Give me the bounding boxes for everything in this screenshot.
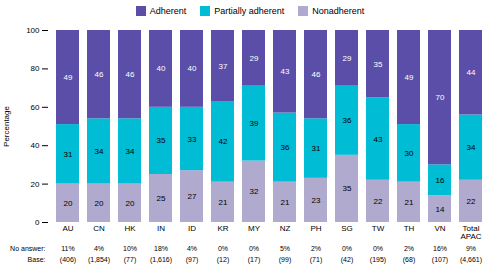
svg-text:PH: PH — [310, 224, 321, 233]
svg-text:(4,661): (4,661) — [460, 256, 482, 264]
svg-text:KR: KR — [217, 224, 228, 233]
svg-text:(406): (406) — [60, 256, 76, 264]
svg-text:20: 20 — [95, 199, 104, 208]
svg-text:No answer:: No answer: — [10, 245, 45, 252]
svg-text:35: 35 — [374, 60, 383, 69]
svg-text:4%: 4% — [187, 245, 197, 252]
svg-text:22: 22 — [374, 197, 383, 206]
svg-text:0%: 0% — [342, 245, 352, 252]
svg-text:29: 29 — [250, 54, 259, 63]
svg-text:31: 31 — [64, 150, 73, 159]
svg-text:(68): (68) — [403, 256, 415, 264]
svg-text:70: 70 — [436, 93, 445, 102]
svg-text:CN: CN — [93, 224, 105, 233]
svg-text:36: 36 — [343, 116, 352, 125]
svg-text:80: 80 — [31, 64, 40, 73]
html-text:Partially adherent: Partially adherent — [214, 6, 285, 16]
svg-text:36: 36 — [281, 143, 290, 152]
svg-text:35: 35 — [157, 136, 166, 145]
svg-text:60: 60 — [31, 103, 40, 112]
svg-text:16%: 16% — [433, 245, 447, 252]
svg-text:AU: AU — [62, 224, 73, 233]
svg-text:20: 20 — [31, 180, 40, 189]
svg-text:MY: MY — [248, 224, 261, 233]
svg-text:0%: 0% — [218, 245, 228, 252]
svg-text:22: 22 — [467, 197, 476, 206]
svg-text:34: 34 — [95, 147, 104, 156]
svg-text:(97): (97) — [186, 256, 198, 264]
svg-text:21: 21 — [405, 198, 414, 207]
svg-text:29: 29 — [343, 54, 352, 63]
svg-text:46: 46 — [95, 70, 104, 79]
svg-text:SG: SG — [341, 224, 353, 233]
svg-text:(99): (99) — [279, 256, 291, 264]
svg-text:2%: 2% — [311, 245, 321, 252]
svg-text:43: 43 — [281, 67, 290, 76]
svg-text:(71): (71) — [310, 256, 322, 264]
svg-text:30: 30 — [405, 149, 414, 158]
svg-text:27: 27 — [188, 192, 197, 201]
svg-text:25: 25 — [157, 194, 166, 203]
svg-text:39: 39 — [250, 119, 259, 128]
svg-text:31: 31 — [312, 144, 321, 153]
svg-text:32: 32 — [250, 187, 259, 196]
svg-text:34: 34 — [126, 147, 135, 156]
svg-text:IN: IN — [157, 224, 165, 233]
svg-text:40: 40 — [188, 64, 197, 73]
svg-text:2%: 2% — [404, 245, 414, 252]
svg-text:40: 40 — [31, 141, 40, 150]
svg-text:(107): (107) — [432, 256, 448, 264]
svg-text:(1,616): (1,616) — [150, 256, 172, 264]
svg-text:(42): (42) — [341, 256, 353, 264]
svg-text:4%: 4% — [94, 245, 104, 252]
svg-text:44: 44 — [467, 68, 476, 77]
svg-text:37: 37 — [219, 62, 228, 71]
svg-text:TW: TW — [372, 224, 385, 233]
svg-text:Percentage: Percentage — [2, 105, 11, 146]
svg-text:HK: HK — [124, 224, 136, 233]
html-text:Adherent: Adherent — [149, 6, 187, 16]
svg-text:16: 16 — [436, 176, 445, 185]
svg-text:43: 43 — [374, 135, 383, 144]
svg-text:11%: 11% — [61, 245, 75, 252]
svg-text:49: 49 — [64, 73, 73, 82]
svg-text:0%: 0% — [249, 245, 259, 252]
svg-text:20: 20 — [64, 199, 73, 208]
svg-text:42: 42 — [219, 137, 228, 146]
svg-text:ID: ID — [188, 224, 196, 233]
svg-text:5%: 5% — [280, 245, 290, 252]
svg-text:21: 21 — [219, 198, 228, 207]
svg-text:(195): (195) — [370, 256, 386, 264]
svg-text:46: 46 — [126, 70, 135, 79]
svg-text:40: 40 — [157, 64, 166, 73]
svg-text:14: 14 — [436, 205, 445, 214]
svg-text:0%: 0% — [373, 245, 383, 252]
svg-text:0: 0 — [35, 218, 40, 227]
svg-text:(77): (77) — [124, 256, 136, 264]
svg-text:NZ: NZ — [280, 224, 291, 233]
svg-text:33: 33 — [188, 135, 197, 144]
svg-text:9%: 9% — [466, 245, 476, 252]
svg-text:TotalAPAC: TotalAPAC — [460, 224, 481, 241]
svg-text:46: 46 — [312, 70, 321, 79]
html-text:Nonadherent: Nonadherent — [312, 6, 365, 16]
svg-text:(1,854): (1,854) — [88, 256, 110, 264]
svg-text:18%: 18% — [154, 245, 168, 252]
svg-text:21: 21 — [281, 198, 290, 207]
svg-text:34: 34 — [467, 143, 476, 152]
svg-text:100: 100 — [26, 26, 40, 35]
svg-text:Base:: Base: — [28, 256, 46, 263]
svg-text:23: 23 — [312, 196, 321, 205]
svg-text:(17): (17) — [248, 256, 260, 264]
svg-text:TH: TH — [404, 224, 415, 233]
svg-text:10%: 10% — [123, 245, 137, 252]
svg-text:20: 20 — [126, 199, 135, 208]
svg-text:49: 49 — [405, 73, 414, 82]
svg-text:VN: VN — [434, 224, 445, 233]
svg-text:(12): (12) — [217, 256, 229, 264]
svg-text:35: 35 — [343, 184, 352, 193]
